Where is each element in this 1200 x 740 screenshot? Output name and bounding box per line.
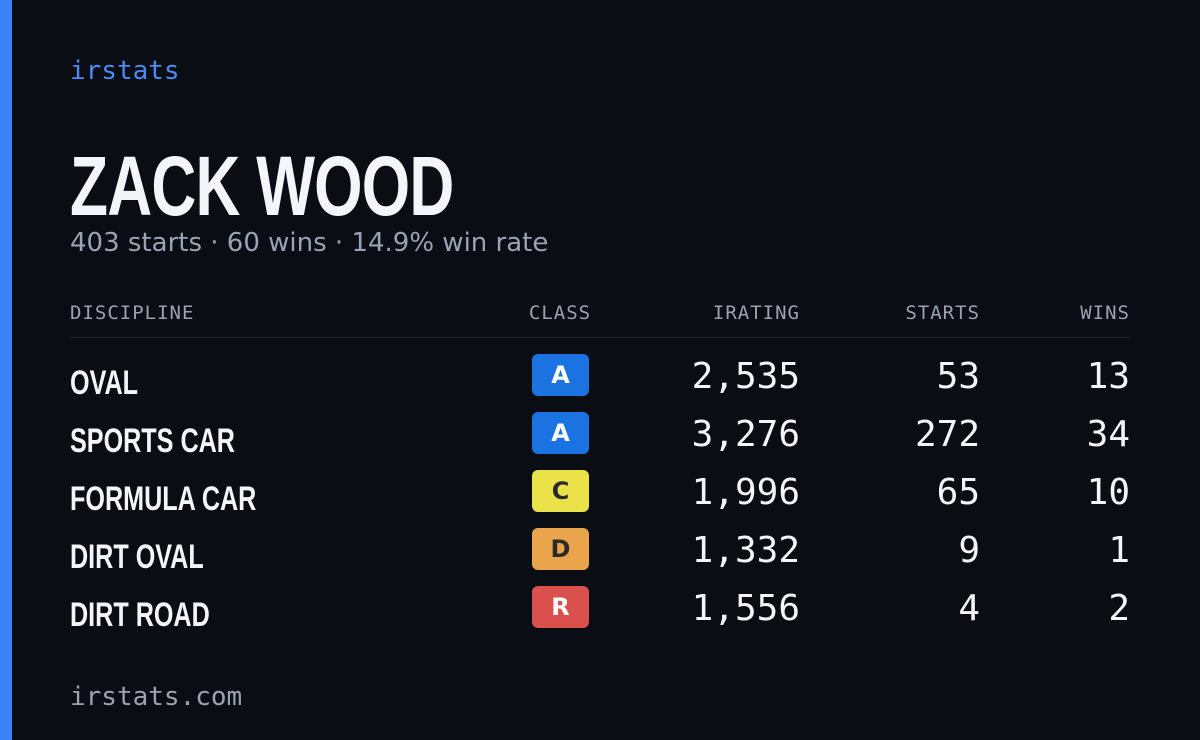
- starts: 65: [936, 472, 980, 513]
- irating: 1,996: [691, 472, 800, 513]
- starts: 4: [958, 588, 980, 629]
- discipline: SPORTS CAR: [70, 422, 235, 460]
- wins: 13: [1086, 356, 1130, 397]
- driver-name: ZACK WOOD: [70, 139, 454, 233]
- footer: irstats.com: [70, 682, 243, 712]
- brand: irstats: [70, 56, 180, 86]
- accent-bar: [0, 0, 12, 740]
- header-rule: [70, 337, 1130, 338]
- wins: 2: [1108, 588, 1130, 629]
- class-badge: C: [532, 470, 589, 512]
- starts: 53: [936, 356, 980, 397]
- wins: 34: [1086, 414, 1130, 455]
- irating: 1,556: [691, 588, 800, 629]
- irating: 3,276: [691, 414, 800, 455]
- discipline: FORMULA CAR: [70, 480, 257, 518]
- discipline: OVAL: [70, 364, 139, 402]
- discipline: DIRT OVAL: [70, 538, 204, 576]
- class-badge: A: [532, 412, 589, 454]
- starts: 272: [914, 414, 980, 455]
- irating: 2,535: [691, 356, 800, 397]
- class-badge: D: [532, 528, 589, 570]
- column-header: CLASS: [528, 302, 592, 324]
- column-header: WINS: [1080, 302, 1130, 324]
- irating: 1,332: [691, 530, 800, 571]
- wins: 10: [1086, 472, 1130, 513]
- class-badge: A: [532, 354, 589, 396]
- column-header: DISCIPLINE: [70, 302, 195, 324]
- column-header: IRATING: [712, 302, 800, 324]
- class-badge: R: [532, 586, 589, 628]
- wins: 1: [1108, 530, 1130, 571]
- discipline: DIRT ROAD: [70, 596, 210, 634]
- starts: 9: [958, 530, 980, 571]
- driver-summary: 403 starts · 60 wins · 14.9% win rate: [70, 228, 549, 258]
- column-header: STARTS: [905, 302, 980, 324]
